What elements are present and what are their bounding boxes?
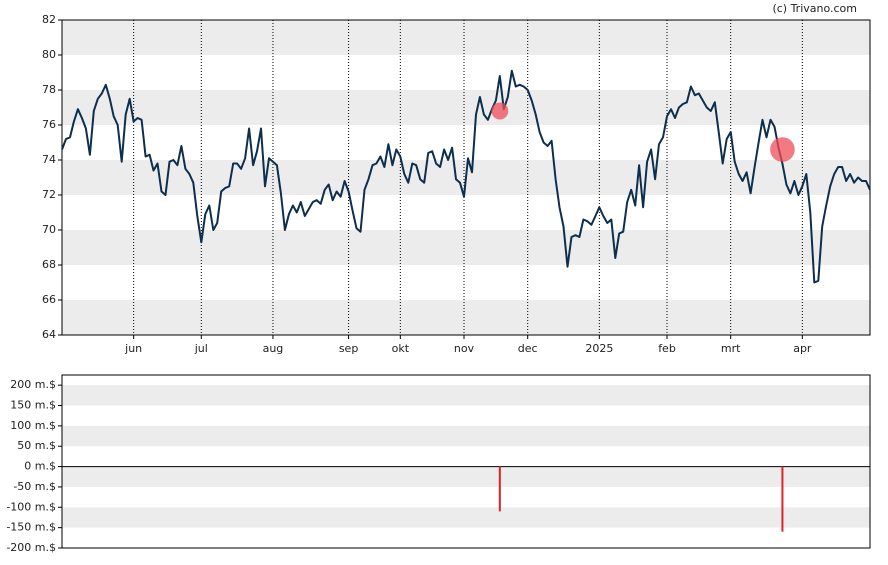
x-tick-label: mrt bbox=[721, 342, 741, 355]
y-tick-label: 50 m.$ bbox=[17, 439, 56, 452]
credit: (c) Trivano.com bbox=[772, 2, 857, 15]
grid-band bbox=[62, 466, 870, 487]
plot-frame bbox=[61, 374, 871, 549]
x-tick-label: apr bbox=[793, 342, 812, 355]
y-tick-label: 74 bbox=[42, 153, 56, 166]
grid-band bbox=[62, 230, 870, 265]
trade-marker bbox=[491, 102, 509, 120]
y-tick-label: 76 bbox=[42, 118, 56, 131]
x-tick-label: aug bbox=[263, 342, 284, 355]
x-tick-label: 2025 bbox=[585, 342, 613, 355]
trade-marker bbox=[770, 137, 795, 162]
y-tick-label: 66 bbox=[42, 293, 56, 306]
x-tick-label: feb bbox=[658, 342, 676, 355]
grid-band bbox=[62, 20, 870, 55]
y-tick-label: 82 bbox=[42, 13, 56, 26]
y-tick-label: -50 m.$ bbox=[13, 480, 56, 493]
y-tick-label: 150 m.$ bbox=[10, 399, 56, 412]
x-tick-label: okt bbox=[392, 342, 410, 355]
grid-band bbox=[62, 300, 870, 335]
y-tick-label: 72 bbox=[42, 188, 56, 201]
x-tick-label: dec bbox=[518, 342, 538, 355]
x-tick-label: nov bbox=[454, 342, 475, 355]
y-tick-label: 64 bbox=[42, 328, 56, 341]
grid-band bbox=[62, 425, 870, 447]
grid-band bbox=[62, 90, 870, 125]
y-tick-label: -200 m.$ bbox=[6, 541, 56, 554]
x-tick-label: sep bbox=[339, 342, 358, 355]
grid-band bbox=[62, 385, 870, 406]
y-tick-label: 78 bbox=[42, 83, 56, 96]
x-tick-label: jul bbox=[194, 342, 208, 355]
price-line bbox=[61, 69, 871, 284]
panel: 64 66 68 70 72 74 76 78 80 82 jun jul aug sep okt nov de… bbox=[42, 13, 871, 355]
y-tick-label: 200 m.$ bbox=[10, 378, 56, 391]
y-tick-label: 0 m.$ bbox=[24, 460, 56, 473]
bar bbox=[498, 466, 501, 512]
y-tick-label: -100 m.$ bbox=[6, 500, 56, 513]
y-tick-label: 70 bbox=[42, 223, 56, 236]
y-tick-label: 80 bbox=[42, 48, 56, 61]
plot-frame bbox=[61, 19, 871, 336]
x-tick-label: jun bbox=[124, 342, 142, 355]
panel: -200 m.$ -150 m.$ -100 m.$ -50 m.$ 0 m.$ 50 m… bbox=[6, 374, 871, 554]
y-tick-label: -150 m.$ bbox=[6, 521, 56, 534]
grid-band bbox=[62, 507, 870, 528]
y-tick-label: 68 bbox=[42, 258, 56, 271]
bar bbox=[781, 466, 784, 532]
y-tick-label: 100 m.$ bbox=[10, 419, 56, 432]
